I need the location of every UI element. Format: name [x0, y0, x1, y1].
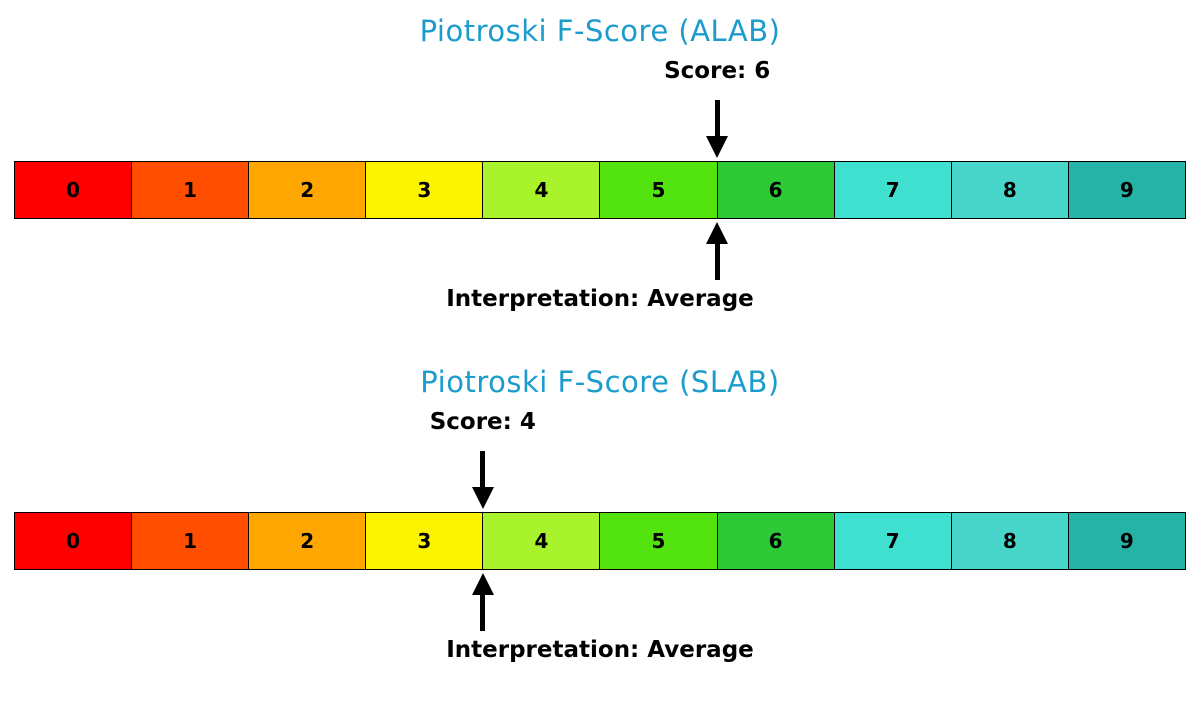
scale-cell-1: 1: [131, 513, 249, 569]
score-label-track-slab: Score: 4: [14, 409, 1186, 441]
arrow-head: [471, 573, 494, 595]
interpretation-label-alab: Interpretation: Average: [446, 286, 754, 312]
scale-cell-9: 9: [1067, 162, 1185, 218]
arrow-head: [706, 136, 729, 158]
arrow-down-icon: [471, 451, 494, 509]
scale-cell-4: 4: [482, 162, 600, 218]
arrow-stem: [480, 595, 486, 631]
scale-cell-6: 6: [716, 513, 834, 569]
scale-cell-7: 7: [833, 162, 951, 218]
chart-title-alab: Piotroski F-Score (ALAB): [419, 14, 781, 48]
scale-cell-5: 5: [599, 513, 717, 569]
arrow-up-track-slab: [14, 573, 1186, 631]
score-label-alab: Score: 6: [664, 58, 771, 84]
scale-cell-7: 7: [833, 513, 951, 569]
score-label-track-alab: Score: 6: [14, 58, 1186, 90]
chart-title-slab: Piotroski F-Score (SLAB): [420, 365, 780, 399]
scale-cell-3: 3: [365, 162, 483, 218]
arrow-up-track-alab: [14, 222, 1186, 280]
arrow-up-icon: [471, 573, 494, 631]
scale-cell-2: 2: [248, 513, 366, 569]
arrow-down-track-alab: [14, 100, 1186, 158]
scale-cell-4: 4: [482, 513, 600, 569]
arrow-head: [471, 487, 494, 509]
scale-cell-2: 2: [248, 162, 366, 218]
scale-cell-1: 1: [131, 162, 249, 218]
scale-cell-5: 5: [599, 162, 717, 218]
scale-cell-6: 6: [716, 162, 834, 218]
scale-cell-3: 3: [365, 513, 483, 569]
scale-cell-0: 0: [15, 513, 132, 569]
arrow-stem: [714, 100, 720, 136]
scale-cell-9: 9: [1067, 513, 1185, 569]
arrow-stem: [714, 244, 720, 280]
arrow-head: [706, 222, 729, 244]
scale-cell-0: 0: [15, 162, 132, 218]
scale-cell-8: 8: [950, 513, 1068, 569]
scale-cell-8: 8: [950, 162, 1068, 218]
arrow-down-icon: [706, 100, 729, 158]
interpretation-label-slab: Interpretation: Average: [446, 637, 754, 663]
arrow-up-icon: [706, 222, 729, 280]
score-label-slab: Score: 4: [429, 409, 536, 435]
arrow-stem: [480, 451, 486, 487]
arrow-down-track-slab: [14, 451, 1186, 509]
